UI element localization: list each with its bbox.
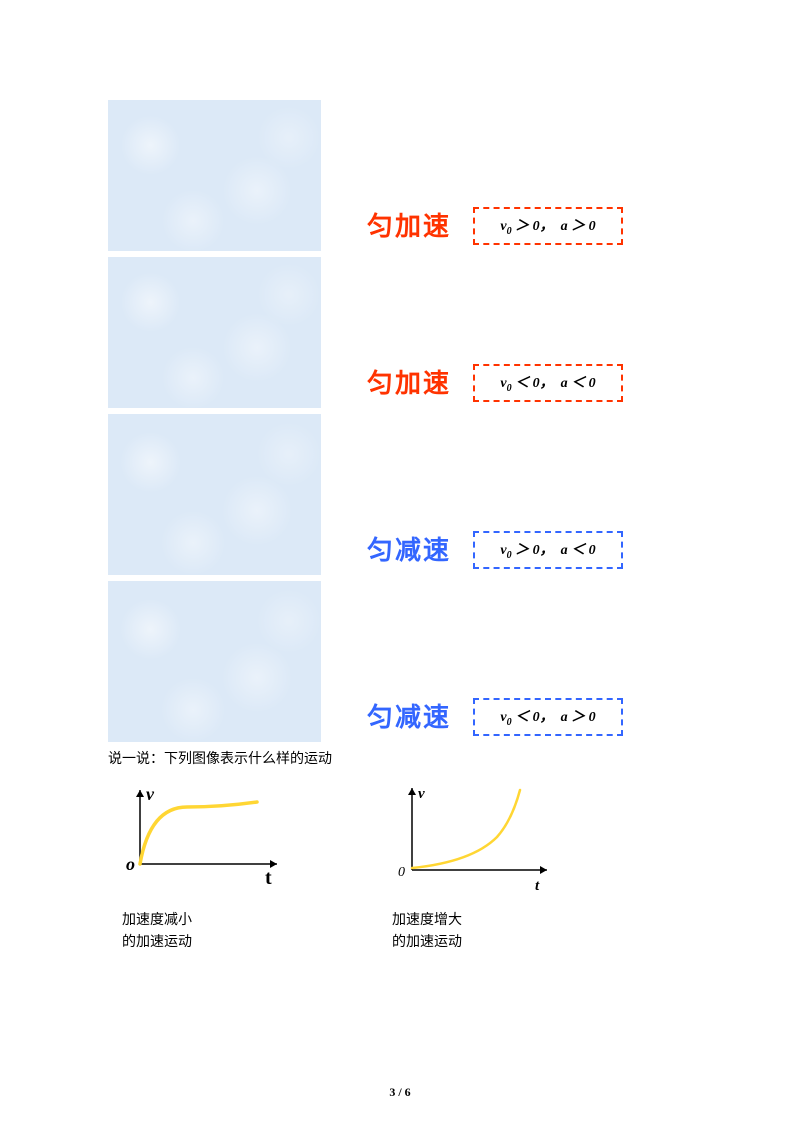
svg-text:o: o xyxy=(126,854,135,874)
charts-container: v o t 加速度减小的加速运动 v 0 t 加速度增大的加速运动 xyxy=(112,782,692,955)
page-number: 3 / 6 xyxy=(0,1085,800,1100)
motion-label: 匀减速 xyxy=(367,697,451,734)
chart-block: v o t 加速度减小的加速运动 xyxy=(112,782,292,955)
chart-caption: 加速度减小的加速运动 xyxy=(122,910,292,955)
svg-text:0: 0 xyxy=(398,865,405,880)
texture-image xyxy=(108,414,321,575)
page-total: 6 xyxy=(405,1085,411,1099)
texture-image xyxy=(108,581,321,742)
content-row: 匀加速 v0 ＜ 0， a ＜ 0 xyxy=(108,257,692,408)
content-row: 匀减速 v0 ＜ 0， a ＞ 0 xyxy=(108,581,692,742)
texture-image xyxy=(108,100,321,251)
texture-image xyxy=(108,257,321,408)
chart-caption: 加速度增大的加速运动 xyxy=(392,910,562,955)
svg-text:t: t xyxy=(535,878,540,892)
prompt-text: 说一说：下列图像表示什么样的运动 xyxy=(108,748,692,768)
svg-text:v: v xyxy=(418,786,425,802)
page-content: 匀加速 v0 ＞ 0， a ＞ 0 匀加速 v0 ＜ 0， a ＜ 0 匀减速 v0 ＞ … xyxy=(0,0,800,955)
formula-box: v0 ＞ 0， a ＜ 0 xyxy=(473,531,623,569)
svg-text:v: v xyxy=(146,784,155,804)
page-sep: / xyxy=(395,1085,404,1099)
content-row: 匀减速 v0 ＞ 0， a ＜ 0 xyxy=(108,414,692,575)
formula-box: v0 ＜ 0， a ＞ 0 xyxy=(473,698,623,736)
chart-block: v 0 t 加速度增大的加速运动 xyxy=(382,782,562,955)
motion-label: 匀减速 xyxy=(367,530,451,567)
formula-box: v0 ＜ 0， a ＜ 0 xyxy=(473,364,623,402)
formula-box: v0 ＞ 0， a ＞ 0 xyxy=(473,207,623,245)
vt-chart: v o t xyxy=(112,782,292,892)
svg-text:t: t xyxy=(265,867,272,889)
motion-label: 匀加速 xyxy=(367,206,451,243)
content-row: 匀加速 v0 ＞ 0， a ＞ 0 xyxy=(108,100,692,251)
vt-chart: v 0 t xyxy=(382,782,562,892)
rows-container: 匀加速 v0 ＞ 0， a ＞ 0 匀加速 v0 ＜ 0， a ＜ 0 匀减速 v0 ＞ … xyxy=(108,100,692,742)
motion-label: 匀加速 xyxy=(367,363,451,400)
